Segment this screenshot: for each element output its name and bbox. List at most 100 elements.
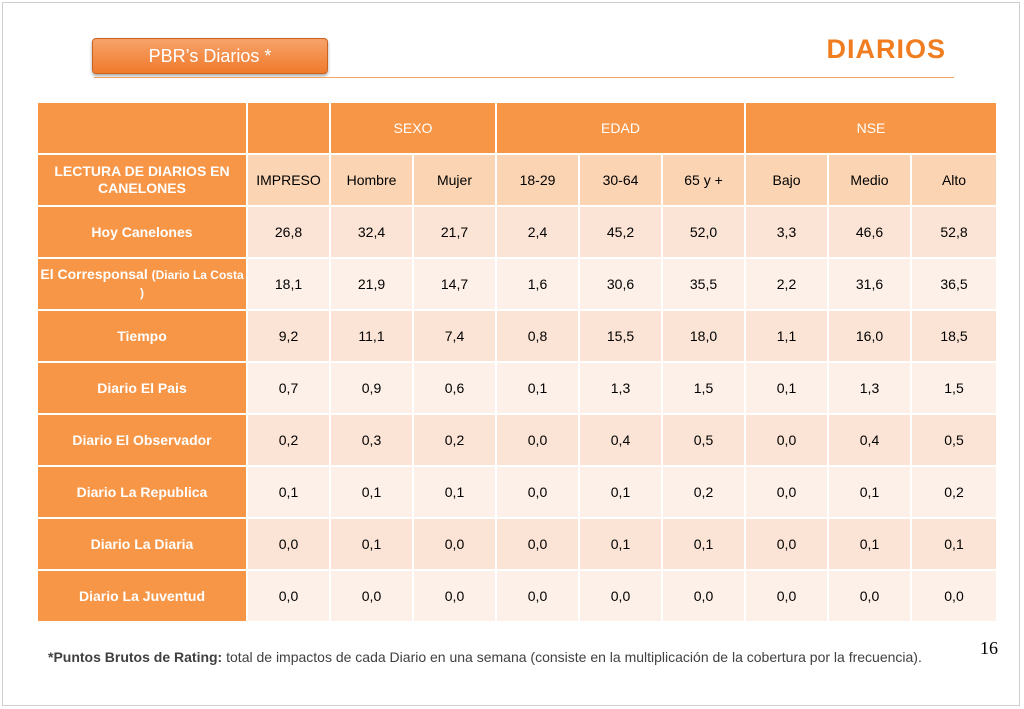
table-cell: 2,2 — [744, 257, 829, 311]
page-title: DIARIOS — [826, 34, 946, 64]
row-label: Diario La Republica — [36, 465, 248, 519]
table-cell: 46,6 — [827, 205, 912, 259]
column-header: Mujer — [412, 153, 497, 207]
table-cell: 0,0 — [578, 569, 663, 623]
table-cell: 0,0 — [744, 569, 829, 623]
table-cell: 0,1 — [578, 465, 663, 519]
row-label-text: Diario La Republica — [76, 484, 208, 500]
column-header: 30-64 — [578, 153, 663, 207]
row-label-text: El Corresponsal — [40, 266, 148, 282]
table-cell: 0,0 — [661, 569, 746, 623]
row-label-text: Diario El Observador — [72, 432, 212, 448]
table-cell: 0,2 — [661, 465, 746, 519]
row-label-text: Diario El Pais — [97, 380, 187, 396]
row-label: Diario La Diaria — [36, 517, 248, 571]
table-row: Diario El Pais 0,7 0,9 0,6 0,1 1,3 1,5 0,1 1,3 1,… — [36, 361, 999, 415]
group-header-edad: EDAD — [495, 101, 746, 155]
table-cell: 2,4 — [495, 205, 580, 259]
table-cell: 31,6 — [827, 257, 912, 311]
column-header: Hombre — [329, 153, 414, 207]
column-header: 65 y + — [661, 153, 746, 207]
column-header: Alto — [909, 153, 999, 207]
table-cell: 32,4 — [329, 205, 414, 259]
table-cell: 26,8 — [246, 205, 331, 259]
table-cell: 14,7 — [412, 257, 497, 311]
table-cell: 0,1 — [744, 361, 829, 415]
table-cell: 35,5 — [661, 257, 746, 311]
table-cell: 0,0 — [744, 465, 829, 519]
table-cell: 1,5 — [909, 361, 999, 415]
page-number: 16 — [980, 638, 998, 658]
table-row: Diario La Republica 0,1 0,1 0,1 0,0 0,1 0,2 0,0… — [36, 465, 999, 519]
table-cell: 0,1 — [329, 465, 414, 519]
table-cell: 0,0 — [412, 569, 497, 623]
table-cell: 0,0 — [744, 413, 829, 467]
table-cell: 0,1 — [329, 517, 414, 571]
table-cell: 0,1 — [412, 465, 497, 519]
section-tag: PBR’s Diarios * — [92, 38, 328, 74]
table-cell: 30,6 — [578, 257, 663, 311]
table-cell: 52,8 — [909, 205, 999, 259]
table-cell: 0,7 — [246, 361, 331, 415]
table-cell: 0,0 — [495, 413, 580, 467]
table-cell: 0,0 — [495, 465, 580, 519]
table-cell: 0,4 — [827, 413, 912, 467]
table-cell: 36,5 — [909, 257, 999, 311]
table-cell: 18,0 — [661, 309, 746, 363]
section-tag-label: PBR’s Diarios * — [148, 45, 272, 66]
row-label: Hoy Canelones — [36, 205, 248, 259]
title-divider — [94, 77, 954, 78]
table-cell: 1,3 — [827, 361, 912, 415]
table-cell: 0,9 — [329, 361, 414, 415]
table-cell: 0,0 — [495, 569, 580, 623]
table-cell: 0,0 — [246, 569, 331, 623]
table-cell: 0,6 — [412, 361, 497, 415]
corner-label: LECTURA DE DIARIOS EN CANELONES — [36, 153, 248, 207]
table-row: Tiempo 9,2 11,1 7,4 0,8 15,5 18,0 1,1 16,0 18,5 — [36, 309, 999, 363]
row-label: El Corresponsal (Diario La Costa ) — [36, 257, 248, 311]
table-row: Diario La Diaria 0,0 0,1 0,0 0,0 0,1 0,1 0,0 0,1… — [36, 517, 999, 571]
column-header: IMPRESO — [246, 153, 331, 207]
table-cell: 0,1 — [827, 517, 912, 571]
row-label-text: Tiempo — [117, 328, 167, 344]
table-cell: 0,0 — [909, 569, 999, 623]
empty-header-cell — [36, 101, 248, 155]
table-cell: 18,5 — [909, 309, 999, 363]
footnote-term: *Puntos Brutos de Rating: — [48, 649, 223, 665]
column-header: Bajo — [744, 153, 829, 207]
table-cell: 0,3 — [329, 413, 414, 467]
table-cell: 0,0 — [329, 569, 414, 623]
row-label-text: Diario La Juventud — [78, 588, 206, 604]
table-cell: 0,4 — [578, 413, 663, 467]
table-cell: 0,0 — [827, 569, 912, 623]
column-header-row: LECTURA DE DIARIOS EN CANELONES IMPRESO … — [36, 153, 999, 207]
row-label: Tiempo — [36, 309, 248, 363]
group-header-nse: NSE — [743, 101, 999, 155]
rating-table: SEXO EDAD NSE LECTURA DE DIARIOS EN CANE… — [36, 101, 999, 623]
group-header-row: SEXO EDAD NSE — [36, 101, 999, 155]
row-label-note: (Diario La Costa ) — [140, 268, 244, 300]
table-cell: 0,8 — [495, 309, 580, 363]
table-cell: 3,3 — [744, 205, 829, 259]
table-cell: 0,2 — [246, 413, 331, 467]
table-cell: 15,5 — [578, 309, 663, 363]
table-cell: 45,2 — [578, 205, 663, 259]
table-cell: 0,2 — [909, 465, 999, 519]
table-cell: 0,0 — [495, 517, 580, 571]
table-cell: 0,1 — [909, 517, 999, 571]
footnote: *Puntos Brutos de Rating: total de impac… — [48, 648, 968, 667]
table-cell: 0,1 — [827, 465, 912, 519]
group-header-sexo: SEXO — [329, 101, 497, 155]
table-cell: 0,0 — [412, 517, 497, 571]
table-cell: 1,5 — [661, 361, 746, 415]
table-cell: 1,1 — [744, 309, 829, 363]
table-cell: 7,4 — [412, 309, 497, 363]
table-cell: 0,5 — [661, 413, 746, 467]
column-header: Medio — [827, 153, 912, 207]
table-cell: 0,2 — [412, 413, 497, 467]
table-cell: 0,0 — [744, 517, 829, 571]
table-cell: 52,0 — [661, 205, 746, 259]
column-header: 18-29 — [495, 153, 580, 207]
table-cell: 0,0 — [246, 517, 331, 571]
